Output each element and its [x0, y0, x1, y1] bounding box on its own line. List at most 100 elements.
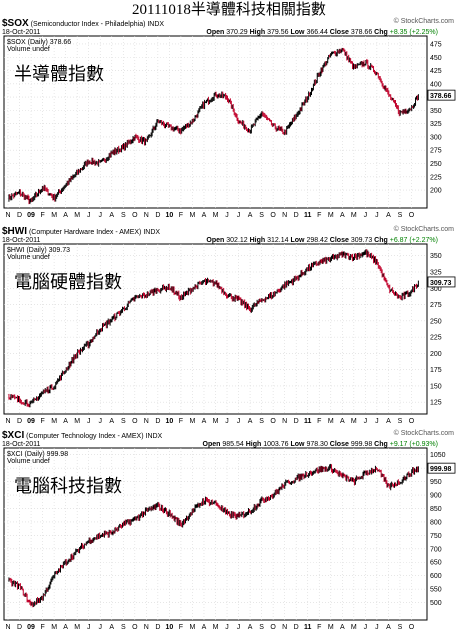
y-tick-label: 950 — [430, 479, 442, 486]
stockcharts-logo[interactable]: © StockCharts.com — [393, 18, 454, 25]
y-tick-label: 200 — [430, 188, 442, 195]
x-tick-label: A — [340, 624, 345, 631]
x-tick-label: A — [63, 624, 68, 631]
y-tick-label: 800 — [430, 519, 442, 526]
last-price-label: 309.73 — [430, 280, 452, 287]
y-tick-label: 225 — [430, 174, 442, 181]
x-tick-label: S — [259, 624, 264, 631]
x-tick-label: A — [248, 624, 253, 631]
y-tick-label: 250 — [430, 161, 442, 168]
ohlc-open: 985.54 — [222, 441, 246, 448]
chart-annotation: 電腦硬體指數 — [14, 272, 122, 292]
ohlc-chg: +9.17 (+0.93%) — [389, 441, 438, 448]
index-name: (Computer Hardware Index - AMEX) — [27, 229, 144, 236]
x-tick-label: O — [132, 624, 138, 631]
x-tick-label: S — [398, 624, 403, 631]
x-tick-label: M — [190, 624, 196, 631]
chart-annotation: 半導體指數 — [14, 64, 104, 84]
page-title: 20111018半導體科技相關指數 — [132, 2, 326, 18]
x-tick-label: S — [121, 418, 126, 425]
last-price-label: 999.98 — [430, 466, 452, 473]
x-tick-label: F — [179, 624, 183, 631]
price-chart: 200225250275300325350375400425450475ND09… — [3, 35, 456, 219]
x-tick-label: J — [98, 624, 102, 631]
ohlc-close: 309.73 — [350, 237, 375, 244]
x-tick-label: D — [294, 212, 299, 219]
last-price-box — [427, 462, 456, 474]
x-tick-label: M — [51, 624, 57, 631]
x-tick-label: O — [409, 212, 415, 219]
x-tick-label: 10 — [165, 212, 173, 219]
y-tick-label: 425 — [430, 68, 442, 75]
x-tick-label: M — [328, 624, 334, 631]
x-tick-label: A — [340, 212, 345, 219]
x-tick-label: M — [328, 212, 334, 219]
x-tick-label: J — [364, 212, 368, 219]
series-legend: $XCI (Daily) 999.98 — [7, 451, 68, 458]
y-tick-label: 350 — [430, 253, 442, 260]
stockcharts-logo[interactable]: © StockCharts.com — [393, 430, 454, 437]
x-tick-label: O — [132, 212, 138, 219]
x-tick-label: A — [63, 418, 68, 425]
x-tick-label: M — [190, 418, 196, 425]
x-tick-label: M — [351, 624, 357, 631]
x-tick-label: F — [317, 418, 321, 425]
x-tick-label: F — [317, 212, 321, 219]
exchange: INDX — [147, 21, 165, 28]
last-price-label: 378.66 — [430, 93, 452, 100]
x-tick-label: J — [225, 418, 229, 425]
x-tick-label: S — [398, 418, 403, 425]
x-tick-label: M — [74, 624, 80, 631]
x-tick-label: N — [144, 212, 149, 219]
x-tick-label: J — [98, 212, 102, 219]
x-tick-label: J — [364, 624, 368, 631]
x-tick-label: D — [17, 624, 22, 631]
y-tick-label: 550 — [430, 587, 442, 594]
x-tick-label: A — [248, 212, 253, 219]
y-tick-label: 150 — [430, 383, 442, 390]
index-name: (Computer Technology Index - AMEX) — [24, 433, 146, 440]
chart-date: 18-Oct-2011 — [2, 441, 41, 448]
y-tick-label: 450 — [430, 55, 442, 62]
chart-header: $HWI (Computer Hardware Index - AMEX) IN… — [2, 226, 160, 238]
chart-annotation: 電腦科技指數 — [14, 476, 122, 496]
x-tick-label: S — [121, 212, 126, 219]
x-tick-label: 10 — [165, 418, 173, 425]
x-tick-label: O — [270, 418, 276, 425]
last-price-box — [427, 89, 456, 101]
x-tick-label: A — [109, 418, 114, 425]
y-tick-label: 275 — [430, 302, 442, 309]
x-tick-label: N — [282, 624, 287, 631]
y-tick-label: 250 — [430, 318, 442, 325]
x-tick-label: 09 — [27, 624, 35, 631]
index-name: (Semiconductor Index - Philadelphia) — [28, 21, 148, 28]
x-tick-label: N — [5, 418, 10, 425]
y-tick-label: 500 — [430, 600, 442, 607]
ohlc-readout: Open 302.12 High 312.14 Low 298.42 Close… — [206, 237, 438, 244]
y-tick-label: 350 — [430, 108, 442, 115]
y-tick-label: 650 — [430, 560, 442, 567]
x-tick-label: M — [51, 212, 57, 219]
x-tick-label: A — [386, 624, 391, 631]
chart-date: 18-Oct-2011 — [2, 29, 41, 36]
exchange: INDX — [143, 229, 161, 236]
x-tick-label: J — [375, 212, 379, 219]
x-tick-label: N — [282, 212, 287, 219]
x-tick-label: A — [248, 418, 253, 425]
stockcharts-logo[interactable]: © StockCharts.com — [393, 226, 454, 233]
x-tick-label: F — [179, 212, 183, 219]
ohlc-low: 978.30 — [306, 441, 330, 448]
series-legend: $SOX (Daily) 378.66 — [7, 39, 71, 46]
volume-legend: Volume undef — [7, 46, 50, 53]
x-tick-label: 09 — [27, 418, 35, 425]
x-tick-label: J — [364, 418, 368, 425]
x-tick-label: S — [398, 212, 403, 219]
x-tick-label: M — [51, 418, 57, 425]
x-tick-label: J — [87, 418, 91, 425]
volume-legend: Volume undef — [7, 458, 50, 465]
ohlc-open: 302.12 — [226, 237, 250, 244]
x-tick-label: O — [132, 418, 138, 425]
y-tick-label: 275 — [430, 148, 442, 155]
y-tick-label: 325 — [430, 121, 442, 128]
